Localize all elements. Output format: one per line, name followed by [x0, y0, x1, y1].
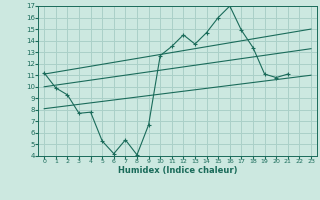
X-axis label: Humidex (Indice chaleur): Humidex (Indice chaleur)	[118, 166, 237, 175]
